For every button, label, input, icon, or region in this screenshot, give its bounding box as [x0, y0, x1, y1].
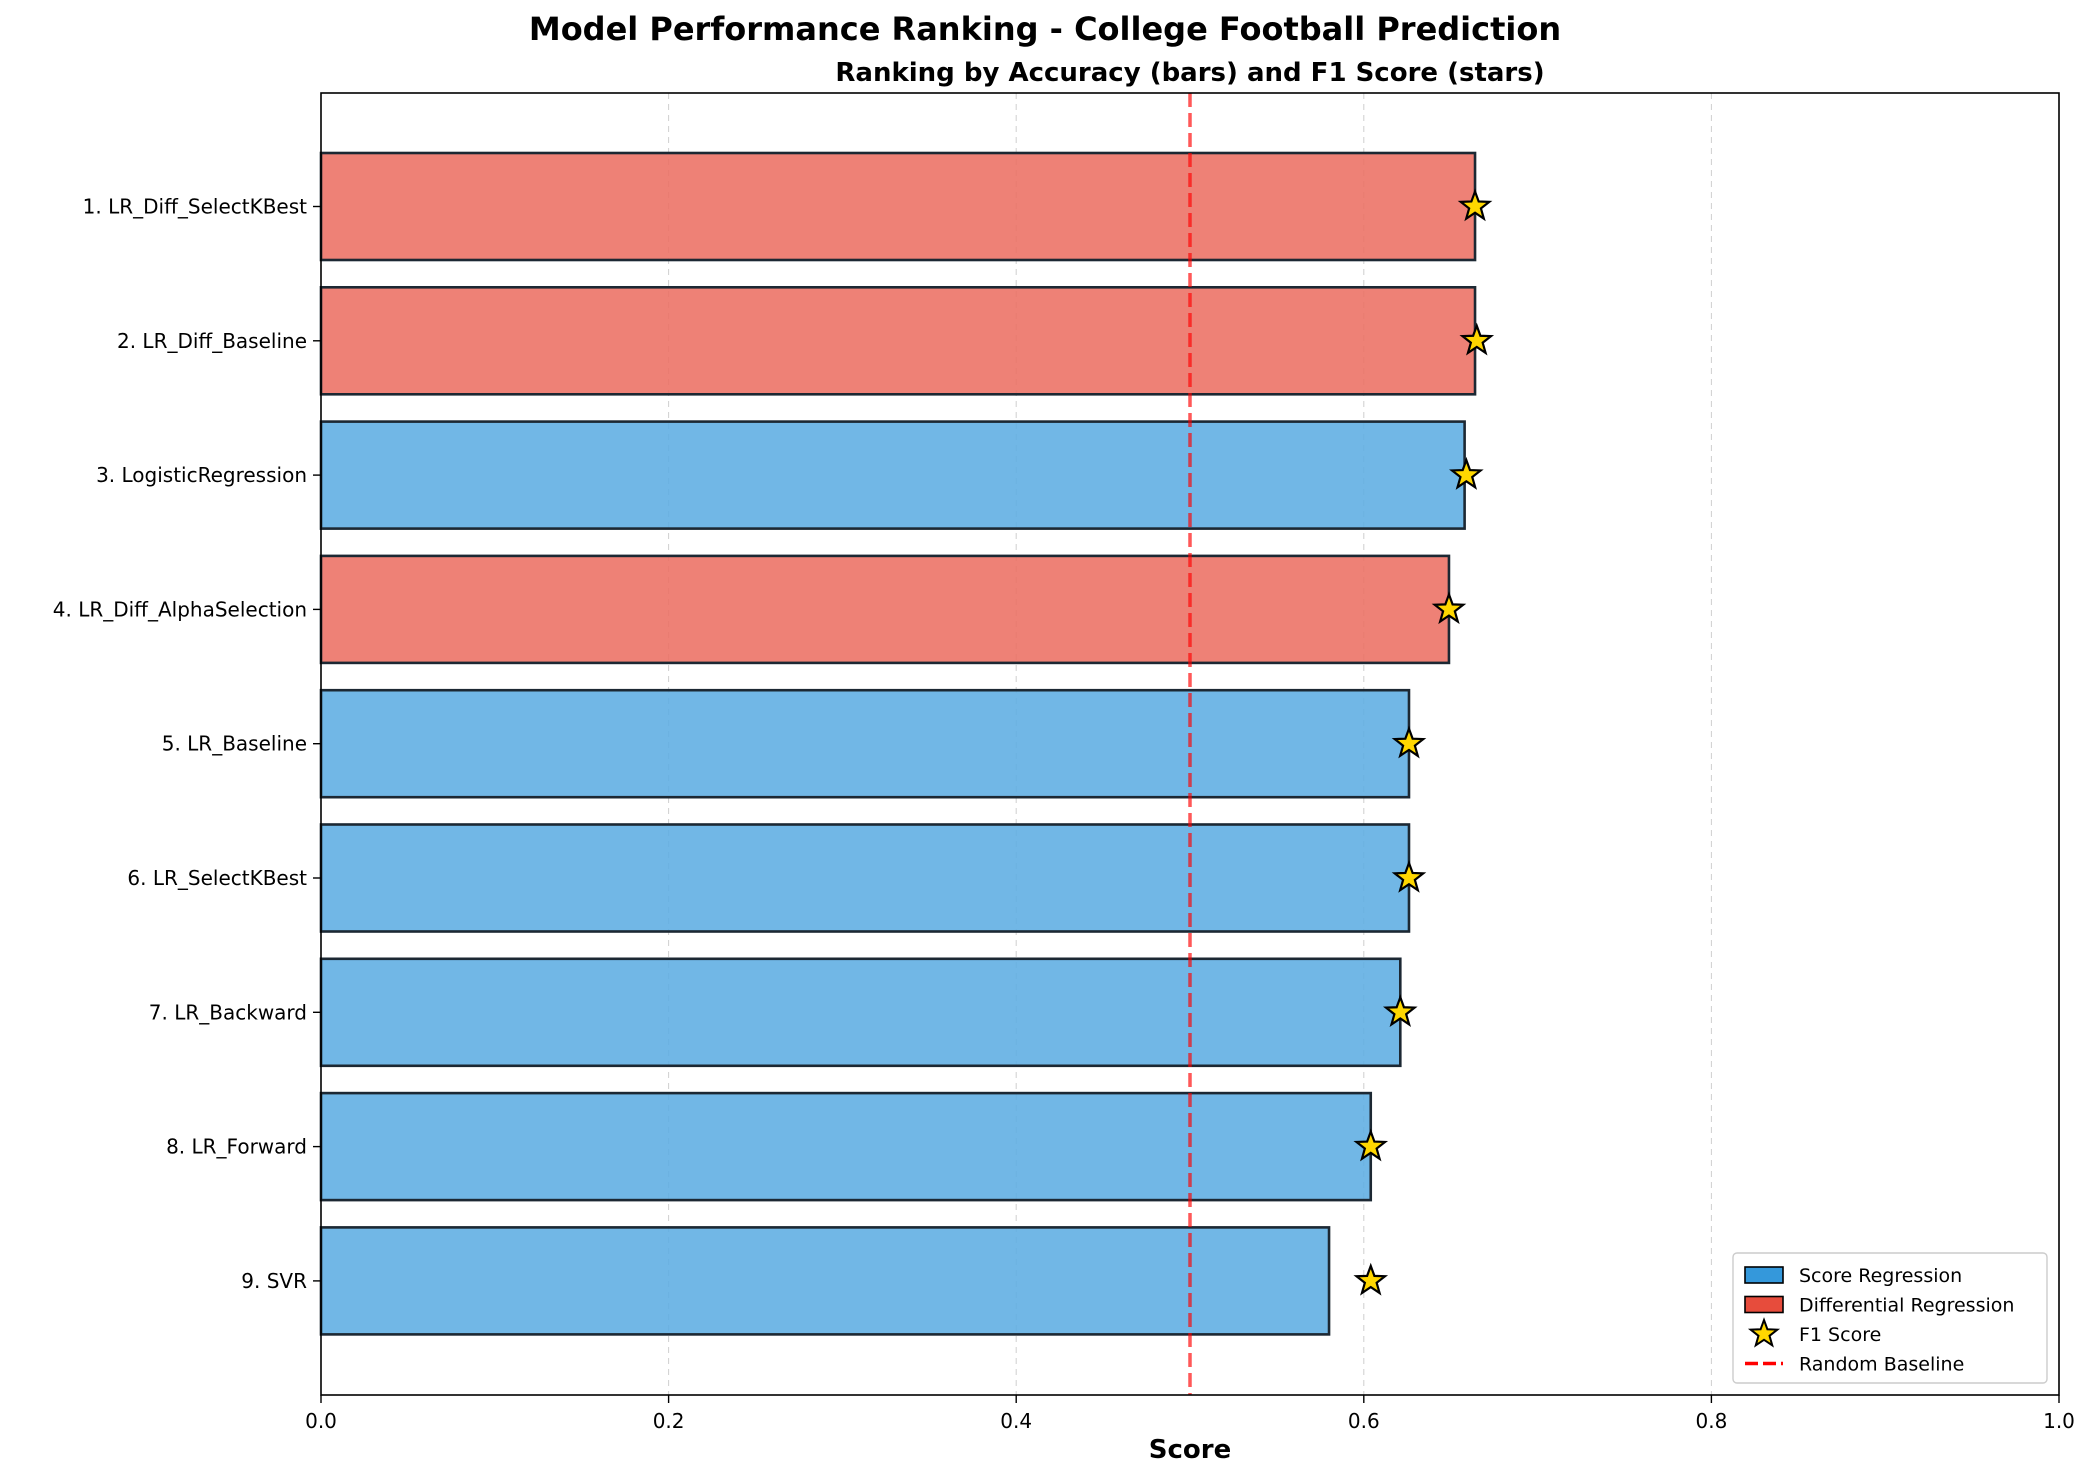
f1-star-marker — [1353, 1128, 1389, 1162]
y-tick-label: 2. LR_Diff_Baseline — [117, 329, 307, 353]
bar — [319, 688, 1411, 799]
x-axis-label: Score — [1149, 1435, 1231, 1465]
legend-box — [1732, 1252, 2048, 1384]
f1-star-marker — [1457, 188, 1493, 222]
legend-label: Random Baseline — [1799, 1354, 1964, 1376]
x-tick-label: 0.6 — [1348, 1409, 1380, 1433]
f1-star-marker — [1431, 591, 1467, 625]
f1-star-marker — [1391, 859, 1427, 893]
x-tick-label: 0.8 — [1695, 1409, 1727, 1433]
y-tick-label: 9. SVR — [241, 1269, 307, 1293]
x-tick-label: 1.0 — [2043, 1409, 2075, 1433]
x-tick-label: 0.4 — [1000, 1409, 1032, 1433]
legend-label: F1 Score — [1799, 1324, 1881, 1346]
f1-star-marker — [1459, 322, 1495, 356]
y-tick-label: 4. LR_Diff_AlphaSelection — [53, 597, 307, 621]
legend-swatch-score-regression — [1744, 1266, 1784, 1284]
legend-swatch-differential-regression — [1744, 1295, 1784, 1314]
bar — [319, 823, 1411, 933]
legend-label: Score Regression — [1799, 1265, 1962, 1287]
y-tick-label: 6. LR_SelectKBest — [127, 866, 307, 890]
stars-group — [1353, 188, 1495, 1296]
y-tick-label: 7. LR_Backward — [149, 1000, 307, 1024]
legend: Score Regression Differential Regression F… — [1732, 1252, 2048, 1384]
bar — [319, 1226, 1331, 1336]
legend-star-icon — [1747, 1317, 1781, 1348]
bars-group — [319, 151, 1477, 1336]
y-tick-label: 5. LR_Baseline — [162, 732, 307, 756]
chart-subtitle: Ranking by Accuracy (bars) and F1 Score … — [835, 58, 1544, 88]
chart-title: Model Performance Ranking - College Foot… — [529, 10, 1561, 48]
axes-group: 0.0 0.2 0.4 0.6 0.8 1.0 1. LR_Diff_SelectKBest… — [53, 195, 2075, 1434]
f1-star-marker — [1391, 725, 1427, 759]
f1-star-marker — [1353, 1262, 1389, 1296]
bar — [319, 151, 1477, 262]
bar — [319, 554, 1451, 665]
y-tick-label: 3. LogisticRegression — [96, 463, 307, 487]
x-tick-label: 0.0 — [305, 1409, 337, 1433]
bar — [319, 957, 1402, 1068]
f1-star-marker — [1449, 456, 1484, 490]
y-tick-label: 8. LR_Forward — [166, 1135, 307, 1159]
y-tick-label: 1. LR_Diff_SelectKBest — [83, 195, 307, 219]
bar — [319, 285, 1477, 396]
x-tick-label: 0.2 — [653, 1409, 685, 1433]
bar — [319, 1091, 1373, 1202]
legend-label: Differential Regression — [1799, 1295, 2014, 1317]
f1-star-marker — [1382, 994, 1418, 1028]
bar — [319, 420, 1466, 530]
